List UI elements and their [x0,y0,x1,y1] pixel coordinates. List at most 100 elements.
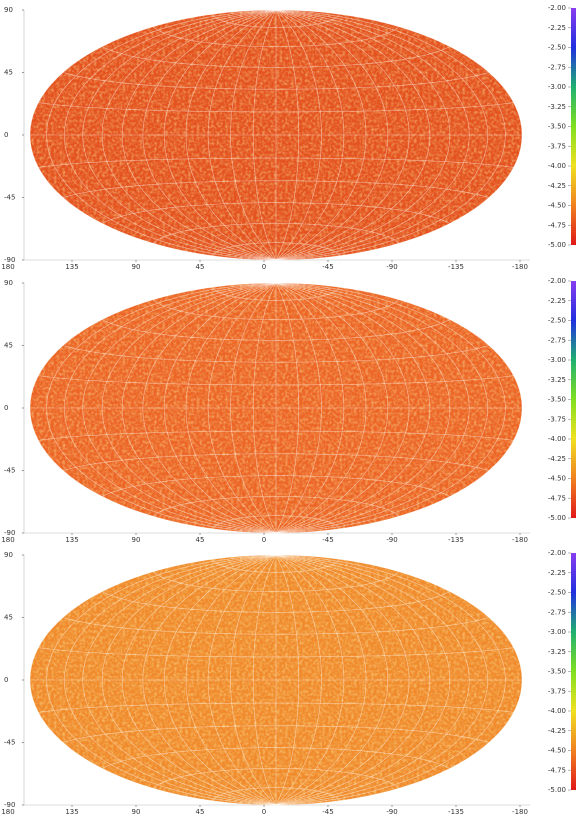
y-tick-label: 45 [4,614,13,622]
x-tick-label: 45 [196,536,205,544]
y-tick-label: -90 [4,256,15,264]
graticule [101,591,451,613]
graticule [152,571,400,592]
colorbar-tick-label: -3.00 [548,356,566,364]
colorbar-tick-label: -2.25 [548,569,566,577]
graticule [101,747,451,769]
y-tick-label: -45 [4,194,15,202]
graticule [38,647,514,658]
graticule [62,72,490,90]
x-tick-label: 45 [196,263,205,271]
graticule [62,453,490,471]
x-tick-label: -45 [322,263,333,271]
colorbar-tick-label: -2.75 [548,608,566,616]
x-tick-label: 90 [132,536,141,544]
colorbar-tick-label: -2.25 [548,297,566,305]
colorbar-tick-label: -4.25 [548,727,566,735]
graticule [101,475,451,497]
y-tick-label: 45 [4,69,13,77]
colorbar-tick-label: -4.75 [548,766,566,774]
y-tick-label: 0 [4,676,8,684]
colorbar-tick-label: -4.25 [548,455,566,463]
colorbar-tick-label: -5.00 [548,514,566,522]
colorbar-tick-label: -5.00 [548,786,566,794]
x-tick-label: -45 [322,536,333,544]
colorbar-tick-label: -2.50 [548,317,566,325]
graticule [38,157,514,168]
colorbar-tick-label: -2.50 [548,589,566,597]
graticule [152,768,400,789]
x-tick-label: -90 [386,536,397,544]
colorbar [571,553,576,790]
colorbar-tick-label: -4.75 [548,494,566,502]
x-tick-label: -45 [322,808,333,816]
x-tick-label: -180 [512,263,528,271]
graticule [152,223,400,244]
colorbar-tick-label: -3.00 [548,83,566,91]
y-tick-label: 0 [4,404,8,412]
colorbar-tick-label: -3.75 [548,142,566,150]
x-tick-label: 135 [65,536,78,544]
y-tick-label: -45 [4,467,15,475]
x-tick-label: 90 [132,263,141,271]
graticule [38,102,514,113]
colorbar-tick-label: -3.25 [548,648,566,656]
x-tick-label: -180 [512,808,528,816]
x-tick-label: 0 [262,536,266,544]
colorbar-tick-label: -3.00 [548,628,566,636]
x-tick-label: 135 [65,263,78,271]
x-tick-label: 0 [262,808,266,816]
graticule [62,617,490,635]
x-tick-label: 90 [132,808,141,816]
y-tick-label: 90 [4,279,13,287]
graticule [38,702,514,713]
colorbar-tick-label: -2.50 [548,44,566,52]
graticule [212,515,340,529]
colorbar-tick-label: -3.50 [548,123,566,131]
x-tick-label: -135 [448,808,464,816]
graticule [152,26,400,47]
colorbar [571,8,576,245]
y-tick-label: -90 [4,529,15,537]
x-tick-label: 180 [1,808,14,816]
x-tick-label: 135 [65,808,78,816]
x-tick-label: 180 [1,263,14,271]
x-tick-label: -135 [448,263,464,271]
colorbar-tick-label: -3.75 [548,687,566,695]
colorbar-tick-label: -4.00 [548,707,566,715]
graticule [62,345,490,363]
x-tick-label: 180 [1,536,14,544]
colorbar-tick-label: -2.00 [548,277,566,285]
graticule [212,14,340,28]
graticule [212,559,340,573]
colorbar-tick-label: -2.75 [548,63,566,71]
x-tick-label: -180 [512,536,528,544]
graticule [38,430,514,441]
graticule [101,319,451,341]
y-tick-label: -90 [4,801,15,809]
y-tick-label: -45 [4,739,15,747]
colorbar-tick-label: -2.75 [548,336,566,344]
graticule [152,299,400,320]
graticule [38,375,514,386]
graticule [212,787,340,801]
colorbar-tick-label: -4.50 [548,475,566,483]
x-tick-label: -90 [386,263,397,271]
colorbar-tick-label: -4.50 [548,202,566,210]
x-tick-label: 0 [262,263,266,271]
colorbar-tick-label: -3.25 [548,103,566,111]
colorbar-tick-label: -4.50 [548,747,566,755]
colorbar-tick-label: -3.50 [548,668,566,676]
colorbar-tick-label: -2.00 [548,4,566,12]
colorbar-tick-label: -2.25 [548,24,566,32]
colorbar-tick-label: -4.75 [548,221,566,229]
colorbar-tick-label: -4.00 [548,435,566,443]
graticule [101,46,451,68]
colorbar-tick-label: -3.75 [548,415,566,423]
graticule [212,287,340,301]
y-tick-label: 45 [4,342,13,350]
graticule [152,496,400,517]
